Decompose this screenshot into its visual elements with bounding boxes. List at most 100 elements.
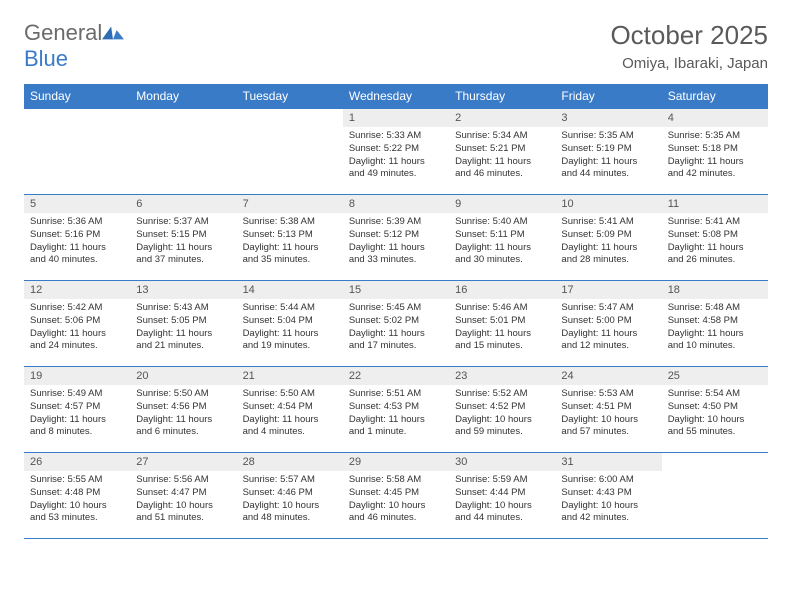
day-content: Sunrise: 5:51 AMSunset: 4:53 PMDaylight:…: [343, 385, 449, 443]
day-number: 23: [449, 367, 555, 385]
month-title: October 2025: [610, 20, 768, 51]
sunrise-value: 5:36 AM: [68, 216, 103, 227]
sunrise-value: 6:00 AM: [599, 474, 634, 485]
calendar-table: SundayMondayTuesdayWednesdayThursdayFrid…: [24, 84, 768, 539]
sunset-label: Sunset:: [30, 401, 62, 412]
daylight-label: Daylight:: [561, 156, 598, 167]
sunrise-value: 5:48 AM: [705, 302, 740, 313]
sunrise-value: 5:49 AM: [68, 388, 103, 399]
sunset-label: Sunset:: [668, 229, 700, 240]
sunrise-label: Sunrise:: [30, 302, 65, 313]
daylight-label: Daylight:: [243, 242, 280, 253]
sunset-value: 5:01 PM: [490, 315, 525, 326]
sunrise-label: Sunrise:: [243, 474, 278, 485]
sunset-value: 4:47 PM: [171, 487, 206, 498]
dayname-row: SundayMondayTuesdayWednesdayThursdayFrid…: [24, 84, 768, 109]
sunrise-value: 5:47 AM: [599, 302, 634, 313]
day-content: Sunrise: 5:53 AMSunset: 4:51 PMDaylight:…: [555, 385, 661, 443]
sunset-label: Sunset:: [668, 315, 700, 326]
day-content: Sunrise: 5:35 AMSunset: 5:19 PMDaylight:…: [555, 127, 661, 185]
day-number: 21: [237, 367, 343, 385]
sunset-label: Sunset:: [136, 315, 168, 326]
day-content: Sunrise: 5:45 AMSunset: 5:02 PMDaylight:…: [343, 299, 449, 357]
sunset-value: 5:05 PM: [171, 315, 206, 326]
sunrise-value: 5:35 AM: [705, 130, 740, 141]
day-cell: 28Sunrise: 5:57 AMSunset: 4:46 PMDayligh…: [237, 453, 343, 539]
sunset-value: 4:43 PM: [596, 487, 631, 498]
sunrise-label: Sunrise:: [30, 474, 65, 485]
sunrise-label: Sunrise:: [243, 216, 278, 227]
day-number: 18: [662, 281, 768, 299]
sunset-label: Sunset:: [349, 143, 381, 154]
dayname-friday: Friday: [555, 84, 661, 109]
sunrise-value: 5:45 AM: [386, 302, 421, 313]
daylight-label: Daylight:: [349, 328, 386, 339]
sunrise-value: 5:59 AM: [493, 474, 528, 485]
sunrise-value: 5:58 AM: [386, 474, 421, 485]
sunrise-value: 5:51 AM: [386, 388, 421, 399]
daylight-label: Daylight:: [136, 242, 173, 253]
day-number: 29: [343, 453, 449, 471]
sunset-label: Sunset:: [561, 487, 593, 498]
day-number: 5: [24, 195, 130, 213]
day-number: 9: [449, 195, 555, 213]
sunset-value: 4:54 PM: [277, 401, 312, 412]
sunset-value: 4:53 PM: [384, 401, 419, 412]
daylight-label: Daylight:: [561, 414, 598, 425]
day-cell: 30Sunrise: 5:59 AMSunset: 4:44 PMDayligh…: [449, 453, 555, 539]
day-content: Sunrise: 5:41 AMSunset: 5:08 PMDaylight:…: [662, 213, 768, 271]
sunset-label: Sunset:: [30, 229, 62, 240]
day-cell: 27Sunrise: 5:56 AMSunset: 4:47 PMDayligh…: [130, 453, 236, 539]
day-number: 11: [662, 195, 768, 213]
day-cell: 5Sunrise: 5:36 AMSunset: 5:16 PMDaylight…: [24, 195, 130, 281]
daylight-label: Daylight:: [30, 414, 67, 425]
week-row: 12Sunrise: 5:42 AMSunset: 5:06 PMDayligh…: [24, 281, 768, 367]
sunrise-value: 5:41 AM: [599, 216, 634, 227]
day-number: 15: [343, 281, 449, 299]
daylight-label: Daylight:: [136, 414, 173, 425]
sunrise-value: 5:55 AM: [68, 474, 103, 485]
day-cell: 10Sunrise: 5:41 AMSunset: 5:09 PMDayligh…: [555, 195, 661, 281]
day-content: Sunrise: 5:41 AMSunset: 5:09 PMDaylight:…: [555, 213, 661, 271]
sunrise-value: 5:40 AM: [493, 216, 528, 227]
sunrise-label: Sunrise:: [668, 130, 703, 141]
sunrise-label: Sunrise:: [455, 130, 490, 141]
day-number: 13: [130, 281, 236, 299]
sunset-value: 4:46 PM: [277, 487, 312, 498]
sunrise-value: 5:37 AM: [174, 216, 209, 227]
sunset-label: Sunset:: [349, 487, 381, 498]
sunset-label: Sunset:: [349, 315, 381, 326]
sunrise-value: 5:53 AM: [599, 388, 634, 399]
day-number: 26: [24, 453, 130, 471]
day-cell: 9Sunrise: 5:40 AMSunset: 5:11 PMDaylight…: [449, 195, 555, 281]
day-cell: 18Sunrise: 5:48 AMSunset: 4:58 PMDayligh…: [662, 281, 768, 367]
day-cell: 16Sunrise: 5:46 AMSunset: 5:01 PMDayligh…: [449, 281, 555, 367]
sunrise-value: 5:41 AM: [705, 216, 740, 227]
daylight-label: Daylight:: [668, 414, 705, 425]
sunset-label: Sunset:: [455, 315, 487, 326]
day-number: 10: [555, 195, 661, 213]
sunset-value: 5:21 PM: [490, 143, 525, 154]
day-content: Sunrise: 5:49 AMSunset: 4:57 PMDaylight:…: [24, 385, 130, 443]
logo-text-blue: Blue: [24, 46, 68, 71]
day-cell: 12Sunrise: 5:42 AMSunset: 5:06 PMDayligh…: [24, 281, 130, 367]
sunset-label: Sunset:: [136, 487, 168, 498]
day-content: Sunrise: 5:54 AMSunset: 4:50 PMDaylight:…: [662, 385, 768, 443]
week-row: 19Sunrise: 5:49 AMSunset: 4:57 PMDayligh…: [24, 367, 768, 453]
day-content: Sunrise: 5:46 AMSunset: 5:01 PMDaylight:…: [449, 299, 555, 357]
day-cell: 11Sunrise: 5:41 AMSunset: 5:08 PMDayligh…: [662, 195, 768, 281]
location: Omiya, Ibaraki, Japan: [610, 55, 768, 72]
day-number: 20: [130, 367, 236, 385]
sunset-value: 4:48 PM: [65, 487, 100, 498]
sunrise-label: Sunrise:: [668, 302, 703, 313]
day-number: 4: [662, 109, 768, 127]
sunset-value: 5:19 PM: [596, 143, 631, 154]
header: General Blue October 2025 Omiya, Ibaraki…: [24, 20, 768, 72]
sunrise-value: 5:43 AM: [174, 302, 209, 313]
day-cell: 17Sunrise: 5:47 AMSunset: 5:00 PMDayligh…: [555, 281, 661, 367]
sunset-value: 4:50 PM: [703, 401, 738, 412]
sunrise-label: Sunrise:: [349, 216, 384, 227]
sunset-label: Sunset:: [668, 143, 700, 154]
dayname-sunday: Sunday: [24, 84, 130, 109]
sunrise-value: 5:46 AM: [493, 302, 528, 313]
